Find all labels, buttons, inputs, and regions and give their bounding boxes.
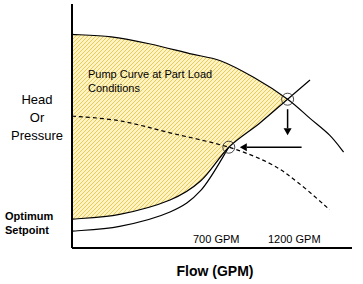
y-axis [71, 4, 73, 248]
label: Flow (GPM) [177, 263, 254, 279]
curve-line [72, 147, 229, 231]
label: Conditions [88, 82, 140, 94]
curve-line [72, 80, 310, 219]
curve-line [72, 34, 344, 152]
label: Optimum [5, 210, 53, 222]
x-axis [72, 247, 352, 249]
arrow [284, 109, 292, 135]
chart: Flow (GPM) Head Or Pressure Pump Curve at Pa… [0, 0, 363, 284]
curve-line [72, 116, 330, 210]
label: 1200 GPM [268, 233, 321, 245]
arrow-shaft [287, 109, 289, 128]
arrow-head [240, 143, 247, 151]
label: Pump Curve at Part Load [88, 68, 212, 80]
operating-point [223, 141, 235, 153]
label: Head [21, 92, 52, 107]
arrow-head [284, 128, 292, 135]
label: Or [30, 110, 45, 125]
label: Pressure [11, 128, 63, 143]
arrow-shaft [247, 146, 302, 148]
operating-point [282, 93, 294, 105]
plot-area [72, 34, 344, 231]
arrow [240, 143, 302, 151]
label: Setpoint [5, 224, 49, 236]
label: 700 GPM [193, 233, 239, 245]
